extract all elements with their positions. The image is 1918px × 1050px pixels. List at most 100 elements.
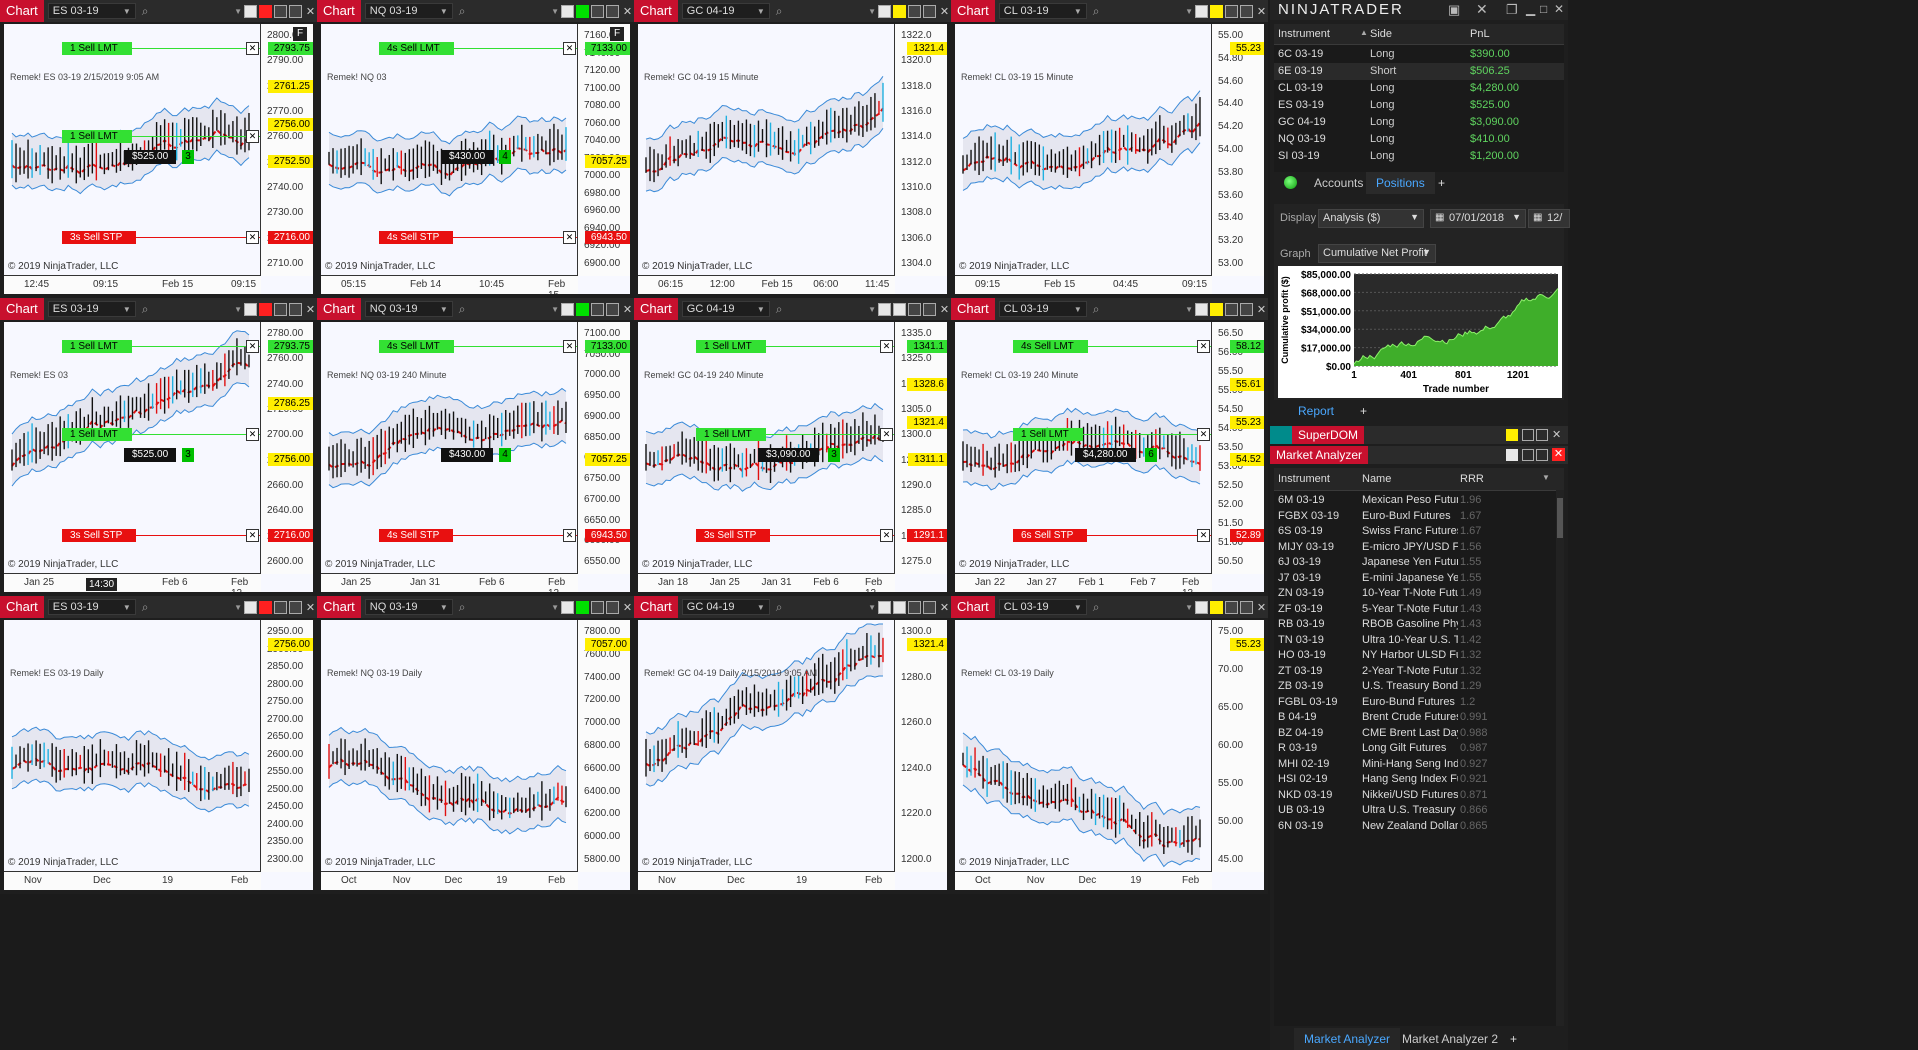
add-tab-button[interactable]: + (1510, 1032, 1518, 1046)
order-label[interactable]: 1 Sell LMT (62, 340, 132, 353)
price-axis[interactable]: 55.00 54.80 54.60 54.40 54.20 54.00 53.80 53.60… (1211, 24, 1264, 276)
cancel-order-icon[interactable]: ✕ (563, 230, 576, 244)
order-line[interactable] (1015, 433, 1212, 435)
instrument-link-icon[interactable] (1210, 302, 1223, 316)
cancel-order-icon[interactable]: ✕ (563, 528, 576, 542)
market-row[interactable]: 6S 03-19 Swiss Franc Futures 1.67 (1274, 525, 1564, 540)
position-row[interactable]: GC 04-19 Long $3,090.00 (1274, 114, 1564, 131)
position-row[interactable]: SI 03-19 Long $1,200.00 (1274, 148, 1564, 165)
search-icon[interactable]: ⌕ (1092, 301, 1100, 316)
price-plot[interactable]: 4s Sell LMT ✕ 4s Sell STP ✕ $430.00 4 (321, 322, 578, 574)
market-row[interactable]: UB 03-19 Ultra U.S. Treasury B 0.866 (1274, 804, 1564, 819)
minimize-icon[interactable] (1225, 4, 1238, 18)
order-label[interactable]: 1 Sell LMT (62, 129, 132, 143)
price-plot[interactable]: 1 Sell LMT ✕ 1 Sell LMT ✕ 3s Sell STP ✕ $525.0… (4, 24, 261, 276)
dropdown-icon[interactable]: ▼ (868, 304, 876, 314)
instrument-selector[interactable]: ES 03-19 ▼ (47, 301, 136, 317)
order-line[interactable] (64, 534, 261, 536)
price-axis[interactable]: 1322.0 1320.0 1318.0 1316.0 1314.0 1312.0 1310… (894, 24, 947, 276)
close-icon[interactable]: ✕ (939, 303, 950, 316)
maximize-icon[interactable] (923, 4, 936, 18)
dropdown-icon[interactable]: ▼ (234, 6, 242, 16)
time-axis[interactable]: Oct Nov Dec 19 Feb (321, 871, 578, 890)
price-axis[interactable]: 1300.0 1280.0 1260.0 1240.0 1220.0 1200.0 (894, 620, 947, 872)
minimize-icon[interactable] (1225, 302, 1238, 316)
chart-tag[interactable]: Chart (0, 298, 44, 320)
order-line[interactable] (1015, 346, 1212, 347)
minimize-icon[interactable] (1225, 600, 1238, 614)
market-analyzer-title[interactable]: Market Analyzer (1270, 446, 1369, 464)
close-icon[interactable]: ✕ (939, 601, 950, 614)
f-button[interactable]: F (610, 27, 624, 41)
tab-market-analyzer-2[interactable]: Market Analyzer 2 (1402, 1032, 1499, 1046)
cancel-order-icon[interactable]: ✕ (880, 340, 893, 353)
minimize-icon[interactable] (1522, 429, 1534, 441)
superdom-title[interactable]: SuperDOM (1292, 426, 1365, 444)
cancel-order-icon[interactable]: ✕ (563, 42, 576, 55)
instrument-link-icon[interactable] (259, 302, 272, 316)
scrollbar-thumb[interactable] (1557, 498, 1563, 538)
close-icon[interactable]: ✕ (622, 303, 633, 316)
order-line[interactable] (698, 433, 895, 435)
instrument-selector[interactable]: ES 03-19 ▼ (47, 599, 136, 615)
maximize-icon[interactable] (1536, 449, 1548, 461)
dropdown-icon[interactable]: ▼ (234, 304, 242, 314)
close-icon[interactable]: ✕ (622, 601, 633, 614)
dropdown-icon[interactable]: ▼ (1185, 602, 1193, 612)
instrument-link-icon[interactable] (1210, 600, 1223, 614)
search-icon[interactable]: ⌕ (1092, 3, 1100, 18)
instrument-selector[interactable]: NQ 03-19 ▼ (364, 3, 453, 19)
order-label[interactable]: 3s Sell STP (696, 528, 771, 542)
dropdown-icon[interactable]: ▼ (1185, 304, 1193, 314)
instrument-link-icon[interactable] (259, 4, 272, 18)
position-row[interactable]: 6E 03-19 Short $506.25 (1274, 63, 1564, 80)
link-color-icon[interactable] (1195, 302, 1208, 316)
maximize-icon[interactable] (923, 600, 936, 614)
col-pnl[interactable]: PnL (1470, 28, 1490, 40)
link-color-icon[interactable] (244, 4, 257, 18)
minimize-icon[interactable] (1522, 449, 1534, 461)
instrument-selector[interactable]: NQ 03-19 ▼ (364, 599, 453, 615)
order-line[interactable] (381, 48, 578, 49)
order-line[interactable] (64, 236, 261, 238)
dropdown-icon[interactable]: ▼ (868, 602, 876, 612)
order-line[interactable] (1015, 534, 1212, 536)
chart-tag[interactable]: Chart (317, 298, 361, 320)
col-name[interactable]: Name (1362, 473, 1392, 485)
order-line[interactable] (381, 534, 578, 536)
link-color-icon[interactable] (561, 4, 574, 18)
instrument-link-icon[interactable] (576, 600, 589, 614)
cancel-order-icon[interactable]: ✕ (246, 528, 259, 542)
order-label[interactable]: 1 Sell LMT (1013, 427, 1083, 441)
chart-area[interactable]: 4s Sell LMT ✕ 1 Sell LMT ✕ 6s Sell STP ✕ $4,28… (955, 322, 1264, 592)
price-plot[interactable]: 1 Sell LMT ✕ 1 Sell LMT ✕ 3s Sell STP ✕ $3,090… (638, 322, 895, 574)
link-color-icon[interactable] (561, 600, 574, 614)
start-date-picker[interactable]: ▦ 07/01/2018 ▼ (1430, 209, 1526, 228)
maximize-icon[interactable] (923, 302, 936, 316)
market-row[interactable]: BZ 04-19 CME Brent Last Day 0.988 (1274, 727, 1564, 742)
scrollbar[interactable] (1556, 490, 1564, 1026)
instrument-link-icon[interactable] (893, 302, 906, 316)
workspace-icon[interactable]: ❐ (1506, 2, 1518, 17)
instrument-link-icon[interactable] (259, 600, 272, 614)
search-icon[interactable]: ⌕ (775, 301, 783, 316)
chart-area[interactable]: 55.00 54.80 54.60 54.40 54.20 54.00 53.80 53.60… (955, 24, 1264, 294)
market-row[interactable]: FGBL 03-19 Euro-Bund Futures 1.2 (1274, 696, 1564, 711)
order-label[interactable]: 1 Sell LMT (696, 427, 766, 441)
position-pnl[interactable]: $430.00 (441, 448, 494, 462)
chart-tag[interactable]: Chart (634, 0, 678, 22)
minimize-icon[interactable]: ▁ (1526, 2, 1536, 16)
cancel-order-icon[interactable]: ✕ (1197, 427, 1210, 441)
position-row[interactable]: ES 03-19 Long $525.00 (1274, 97, 1564, 114)
order-label[interactable]: 3s Sell STP (62, 230, 137, 244)
maximize-icon[interactable] (1240, 302, 1253, 316)
price-plot[interactable] (638, 620, 895, 872)
order-label[interactable]: 6s Sell STP (1013, 528, 1088, 542)
chart-area[interactable]: 4s Sell LMT ✕ 4s Sell STP ✕ $430.00 4 7100.00… (321, 322, 630, 592)
close-icon[interactable]: ✕ (939, 5, 950, 18)
time-axis[interactable]: Jan 25 Jan 31 Feb 6 Feb 12 (321, 573, 578, 592)
minimize-icon[interactable] (274, 4, 287, 18)
cancel-order-icon[interactable]: ✕ (246, 230, 259, 244)
link-color-icon[interactable] (878, 600, 891, 614)
close-icon[interactable]: ✕ (305, 303, 316, 316)
